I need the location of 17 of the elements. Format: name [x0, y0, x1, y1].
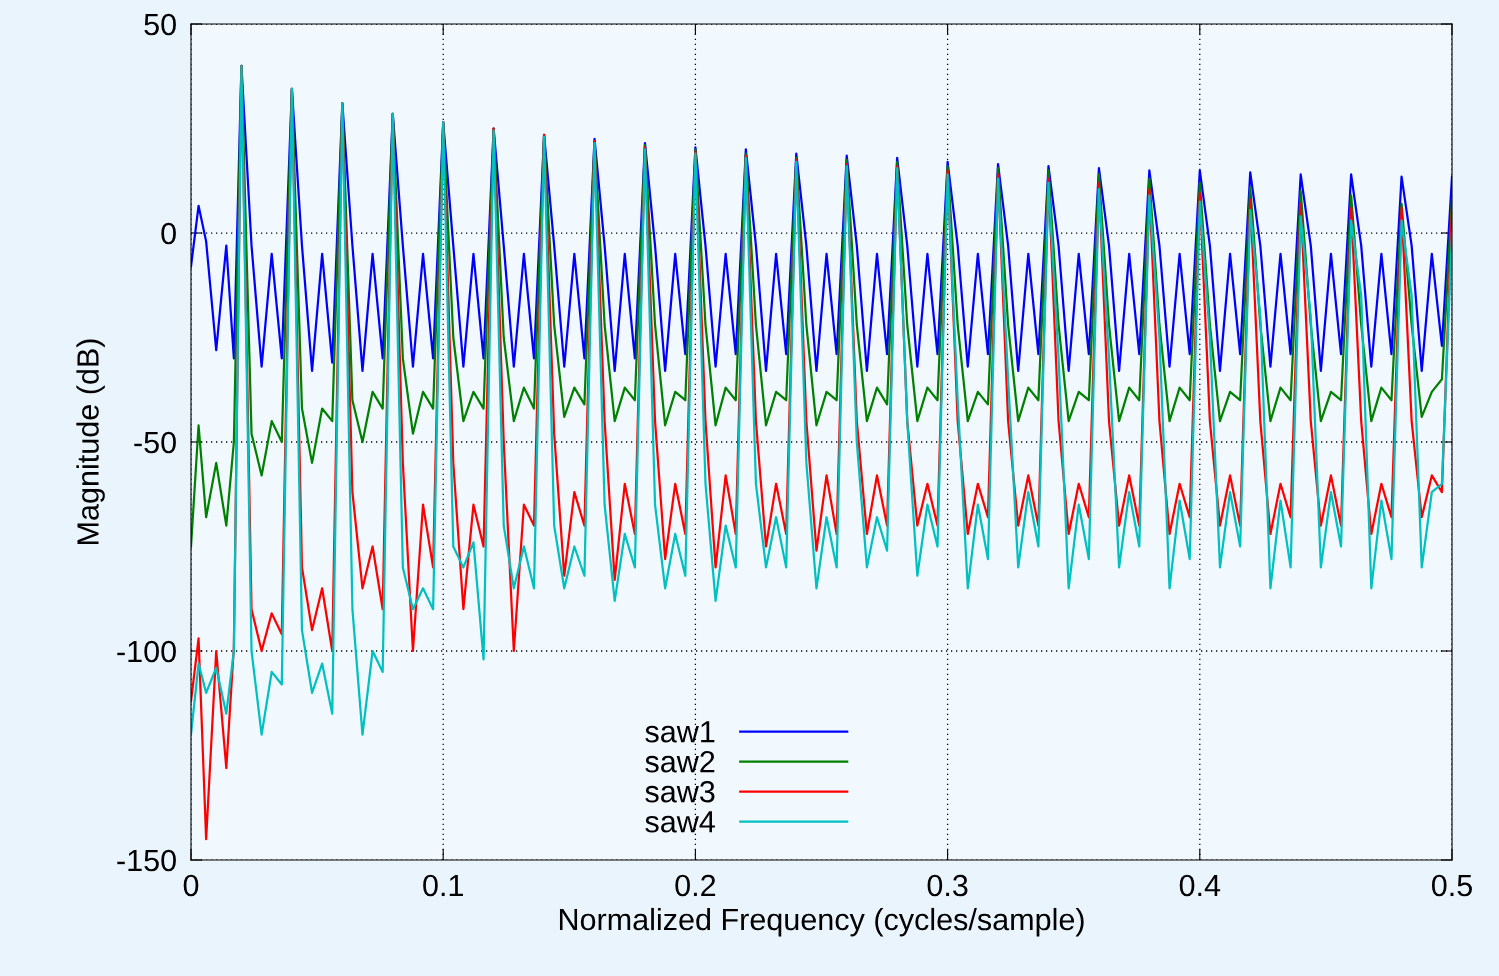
x-tick-label: 0.1: [423, 874, 463, 897]
legend-label: saw4: [645, 811, 715, 833]
legend-label: saw1: [645, 721, 715, 743]
y-tick-label: 0: [161, 222, 176, 245]
y-tick-label: -100: [117, 640, 176, 663]
x-tick-label: 0: [183, 874, 199, 897]
legend-label: saw2: [645, 750, 715, 773]
y-tick-label: 50: [144, 13, 176, 36]
x-axis-title: Normalized Frequency (cycles/sample): [559, 907, 1084, 937]
legend-label: saw3: [645, 780, 715, 803]
x-tick-label: 0.4: [1179, 874, 1221, 897]
y-axis-title: Magnitude (dB): [76, 339, 105, 544]
x-tick-label: 0.5: [1431, 874, 1472, 897]
x-tick-label: 0.3: [927, 874, 968, 897]
x-tick-label: 0.2: [675, 874, 716, 897]
y-tick-label: -150: [117, 849, 176, 872]
y-tick-label: -50: [134, 431, 176, 454]
